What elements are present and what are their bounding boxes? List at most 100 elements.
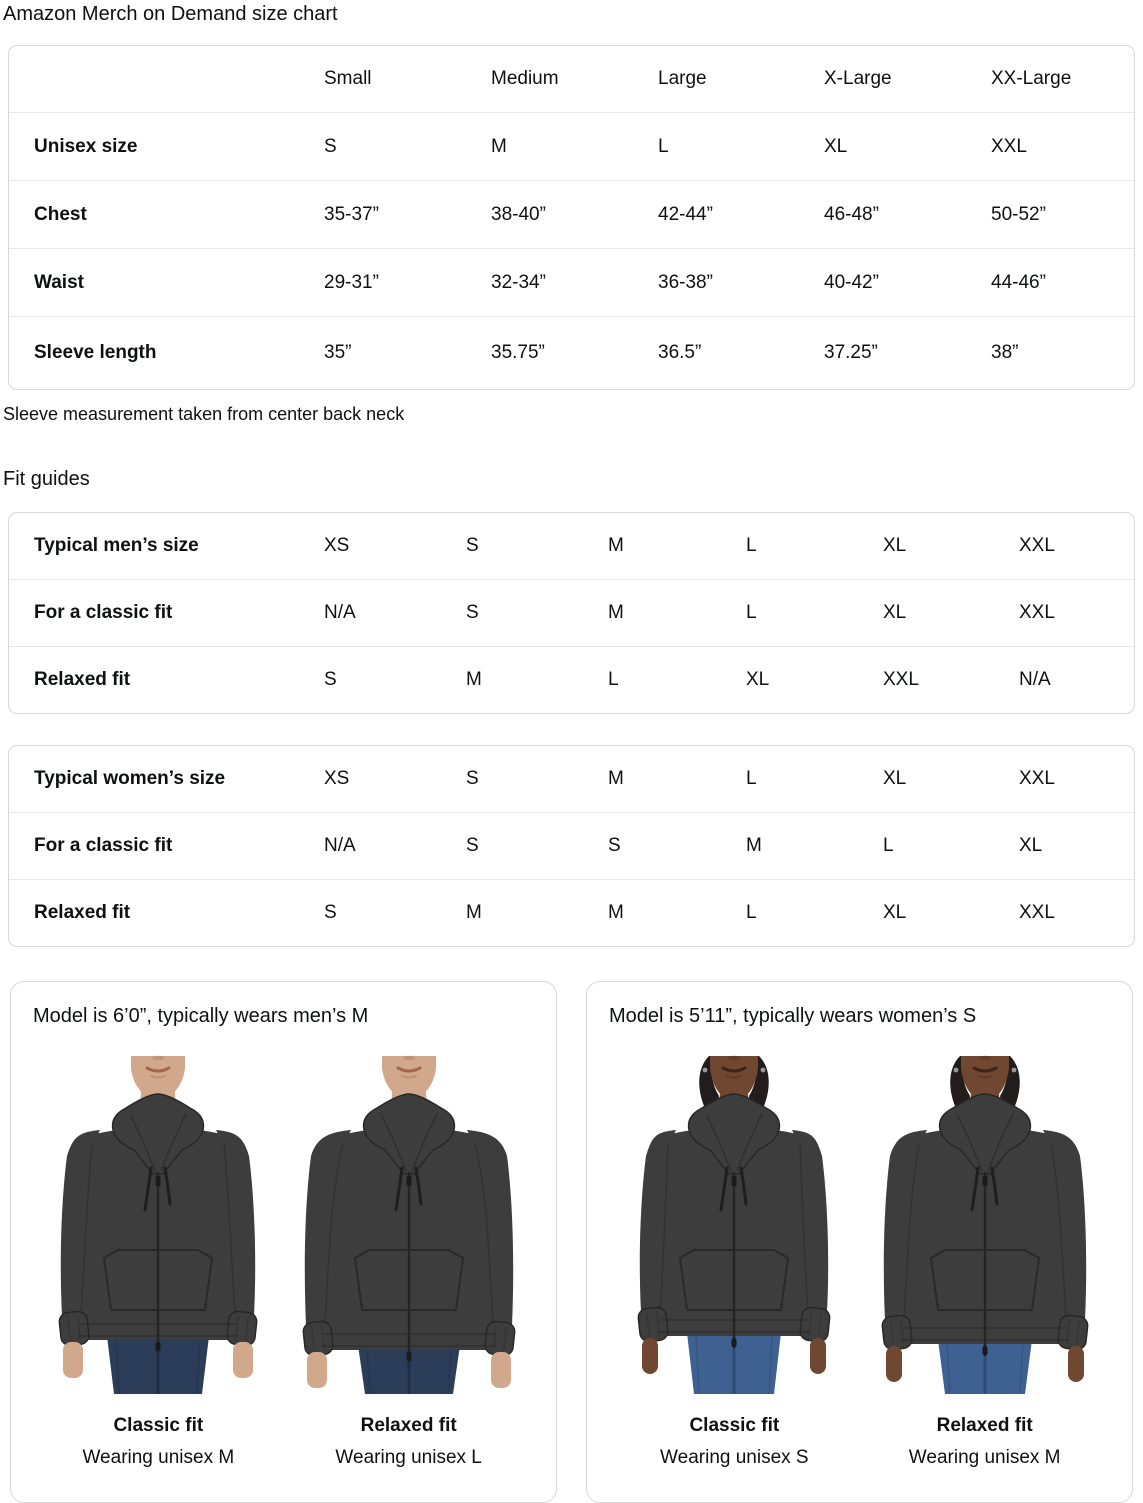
table-row: Chest 35-37” 38-40” 42-44” 46-48” 50-52” <box>9 180 1134 248</box>
table-row: For a classic fit N/A S M L XL XXL <box>9 579 1134 646</box>
fit-guide-cell: XXL <box>1019 602 1055 623</box>
column-header: X-Large <box>824 68 892 89</box>
size-chart-cell: XXL <box>991 135 1027 157</box>
fit-guide-cell: XL <box>883 902 907 923</box>
table-row: Unisex size S M L XL XXL <box>9 112 1134 180</box>
size-chart-cell: 29-31” <box>324 271 379 293</box>
model-photo-female-classic <box>637 1055 831 1394</box>
fit-guide-cell: XXL <box>1019 768 1055 789</box>
table-row: For a classic fit N/A S S M L XL <box>9 812 1134 879</box>
fit-guide-cell: L <box>746 602 757 623</box>
wearing-label: Wearing unisex L <box>335 1447 482 1468</box>
fit-guide-cell: N/A <box>324 835 356 856</box>
size-chart-cell: M <box>491 135 507 157</box>
table-row: Typical women’s size XS S M L XL XXL <box>9 746 1134 812</box>
fit-guide-cell: XS <box>324 768 350 789</box>
size-chart-table: Small Medium Large X-Large XX-Large Unisex si… <box>8 45 1135 390</box>
fit-label: Classic fit <box>689 1415 780 1436</box>
fit-guide-cell: XL <box>883 602 907 623</box>
sleeve-measurement-note: Sleeve measurement taken from center bac… <box>3 404 405 424</box>
table-row: Typical men’s size XS S M L XL XXL <box>9 513 1134 579</box>
fit-guide-cell: M <box>608 768 624 789</box>
model-photo-male-relaxed <box>302 1055 516 1394</box>
size-chart-cell: XL <box>824 135 848 157</box>
size-chart-cell: 50-52” <box>991 203 1046 225</box>
model-figures: Classic fit Wearing unisex M Relaxed fit We… <box>21 1044 546 1469</box>
column-header: Large <box>658 68 707 89</box>
size-chart-header-row: Small Medium Large X-Large XX-Large <box>9 46 1134 112</box>
model-card-title: Model is 5’11”, typically wears women’s … <box>609 1005 977 1027</box>
row-label: Relaxed fit <box>34 902 131 923</box>
row-label: Relaxed fit <box>34 669 131 690</box>
table-row: Sleeve length 35” 35.75” 36.5” 37.25” 38” <box>9 316 1134 389</box>
fit-guide-cell: S <box>466 602 479 623</box>
row-label: Chest <box>34 203 87 225</box>
size-chart-cell: 42-44” <box>658 203 713 225</box>
fit-guide-cell: N/A <box>1019 669 1051 690</box>
fit-label: Relaxed fit <box>936 1415 1033 1436</box>
model-card-title: Model is 6’0”, typically wears men’s M <box>33 1005 369 1027</box>
table-row: Relaxed fit S M M L XL XXL <box>9 879 1134 946</box>
fit-guide-cell: S <box>466 535 479 556</box>
fit-guide-cell: XS <box>324 535 350 556</box>
page-title: Amazon Merch on Demand size chart <box>3 3 338 25</box>
model-cards: Model is 6’0”, typically wears men’s M Cl… <box>10 981 1133 1503</box>
model-block: Relaxed fit Wearing unisex M <box>872 1044 1098 1469</box>
fit-guide-cell: M <box>608 535 624 556</box>
fit-guide-cell: L <box>746 535 757 556</box>
size-chart-cell: S <box>324 135 337 157</box>
fit-guide-cell: M <box>466 902 482 923</box>
fit-guide-cell: M <box>466 669 482 690</box>
model-block: Relaxed fit Wearing unisex L <box>296 1044 522 1469</box>
size-chart-cell: 46-48” <box>824 203 879 225</box>
model-card: Model is 5’11”, typically wears women’s … <box>586 981 1133 1503</box>
row-label: Typical men’s size <box>34 535 199 556</box>
size-chart-cell: 36.5” <box>658 342 702 363</box>
fit-guide-table-mens: Typical men’s size XS S M L XL XXL For a classi… <box>8 512 1135 714</box>
model-figures: Classic fit Wearing unisex S Relaxed fit We… <box>597 1044 1122 1469</box>
row-label: For a classic fit <box>34 602 173 623</box>
size-chart-cell: 35.75” <box>491 342 545 363</box>
fit-guides-heading: Fit guides <box>3 468 90 490</box>
fit-guide-cell: XL <box>883 535 907 556</box>
size-chart-cell: 38” <box>991 342 1019 363</box>
row-label: Waist <box>34 271 84 293</box>
row-label: Unisex size <box>34 135 138 157</box>
fit-guide-cell: S <box>608 835 621 856</box>
row-label: Typical women’s size <box>34 768 226 789</box>
model-block: Classic fit Wearing unisex S <box>621 1044 847 1469</box>
fit-guide-cell: L <box>746 902 757 923</box>
size-chart-cell: 44-46” <box>991 271 1046 293</box>
column-header: Small <box>324 68 372 89</box>
fit-guide-cell: L <box>746 768 757 789</box>
fit-guide-table-womens: Typical women’s size XS S M L XL XXL For a clas… <box>8 745 1135 947</box>
table-row: Waist 29-31” 32-34” 36-38” 40-42” 44-46” <box>9 248 1134 316</box>
column-header: XX-Large <box>991 68 1072 89</box>
fit-guides-tables: Typical men’s size XS S M L XL XXL For a classi… <box>0 512 1143 947</box>
size-chart-cell: 40-42” <box>824 271 879 293</box>
fit-guide-cell: M <box>608 602 624 623</box>
size-chart-cell: 36-38” <box>658 271 713 293</box>
fit-guide-cell: L <box>608 669 619 690</box>
fit-guide-cell: M <box>608 902 624 923</box>
fit-guide-cell: L <box>883 835 894 856</box>
model-card: Model is 6’0”, typically wears men’s M Cl… <box>10 981 557 1503</box>
size-chart-cell: 32-34” <box>491 271 546 293</box>
wearing-label: Wearing unisex M <box>908 1447 1061 1468</box>
fit-guide-cell: XXL <box>883 669 919 690</box>
model-photo-female-relaxed <box>881 1055 1089 1394</box>
wearing-label: Wearing unisex S <box>660 1447 809 1468</box>
model-block: Classic fit Wearing unisex M <box>45 1044 271 1469</box>
fit-guide-cell: XL <box>1019 835 1043 856</box>
fit-guide-cell: S <box>324 902 337 923</box>
fit-label: Relaxed fit <box>360 1415 457 1436</box>
size-chart-cell: 38-40” <box>491 203 546 225</box>
size-chart-cell: 35-37” <box>324 203 379 225</box>
row-label: Sleeve length <box>34 342 157 363</box>
table-row: Relaxed fit S M L XL XXL N/A <box>9 646 1134 713</box>
model-photo-male-classic <box>58 1055 258 1394</box>
size-chart-cell: 35” <box>324 342 352 363</box>
fit-guide-cell: XL <box>883 768 907 789</box>
size-chart-cell: 37.25” <box>824 342 878 363</box>
